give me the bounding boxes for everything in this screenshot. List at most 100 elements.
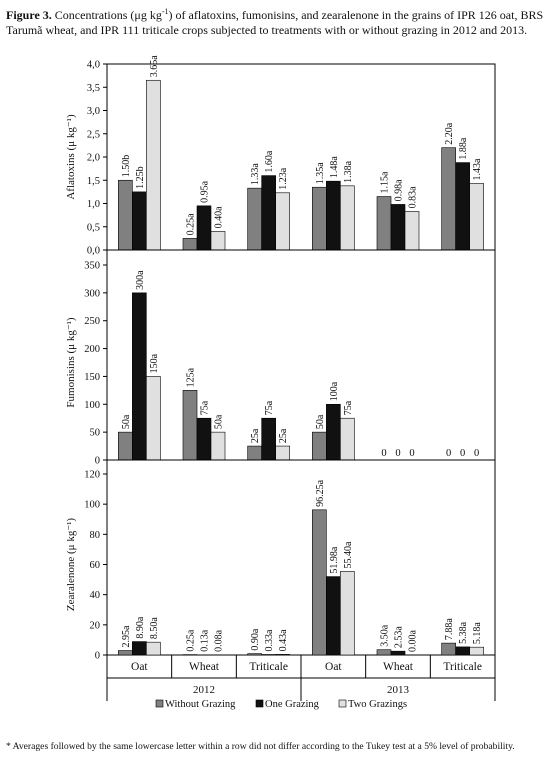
data-label: 3.65a [149, 55, 160, 78]
data-label: 0.40a [214, 206, 225, 229]
data-label: 0 [395, 448, 400, 459]
data-label: 3.50a [380, 624, 391, 647]
bar [455, 646, 470, 656]
data-label: 0.98a [394, 179, 405, 202]
legend-label: One Grazing [265, 699, 320, 710]
data-label: 1.35a [315, 162, 326, 185]
y-tick-label: 100 [84, 400, 100, 411]
bar [247, 653, 262, 656]
bar [132, 191, 147, 251]
data-label: 125a [186, 367, 197, 387]
y-axis-label: Zearalenone (μ kg⁻¹) [65, 518, 77, 612]
bar [247, 445, 262, 461]
data-label: 25a [250, 428, 261, 443]
category-label: Oat [325, 661, 342, 673]
category-label: Wheat [189, 661, 220, 673]
data-label: 0 [409, 448, 414, 459]
legend-label: Two Grazings [348, 699, 407, 710]
bar [275, 445, 290, 461]
data-label: 0.00a [408, 630, 419, 653]
data-label: 0.43a [278, 629, 289, 652]
bar [390, 204, 406, 251]
bar [196, 417, 212, 461]
bar [469, 646, 484, 656]
data-label: 0.08a [214, 629, 225, 652]
bar [441, 147, 456, 251]
data-label: 1.48a [329, 156, 340, 179]
data-label: 8.50a [149, 617, 160, 640]
bar [196, 205, 212, 251]
bar [312, 431, 327, 461]
data-label: 0.25a [186, 213, 197, 236]
data-label: 1.25b [135, 166, 146, 189]
bar [210, 231, 226, 251]
y-tick-label: 2,5 [87, 129, 100, 140]
y-tick-label: 80 [90, 530, 101, 541]
bar [441, 642, 456, 656]
footnote: * Averages followed by the same lowercas… [6, 741, 515, 752]
bar [275, 654, 290, 656]
legend-swatch [155, 699, 164, 708]
bar [182, 390, 198, 461]
data-label: 51.98a [329, 546, 340, 574]
data-label: 2.95a [121, 625, 132, 648]
year-label: 2013 [387, 684, 410, 696]
bar [275, 192, 290, 251]
y-tick-label: 4,0 [87, 60, 100, 71]
data-label: 75a [200, 400, 211, 415]
y-tick-label: 0 [95, 456, 100, 467]
y-tick-label: 60 [90, 560, 101, 571]
data-label: 2.20a [444, 122, 455, 145]
data-label: 75a [264, 400, 275, 415]
data-label: 150a [149, 353, 160, 373]
y-tick-label: 300 [84, 288, 100, 299]
y-tick-label: 0,5 [87, 222, 100, 233]
caption-text-after: ) of aflatoxins, fumonisins, and zearale… [6, 8, 544, 37]
caption-label: Figure 3. [6, 8, 52, 22]
category-label: Triticale [249, 661, 288, 673]
data-label: 1.43a [472, 158, 483, 181]
data-label: 1.38a [343, 160, 354, 183]
y-tick-label: 350 [84, 261, 100, 272]
bar [132, 292, 147, 461]
bar [182, 238, 198, 251]
y-tick-label: 120 [84, 470, 100, 481]
bar [340, 185, 355, 251]
bar [469, 183, 484, 251]
y-tick-label: 2,0 [87, 153, 100, 164]
bar [312, 509, 327, 656]
data-label: 0.90a [250, 628, 261, 651]
y-axis-label: Fumonisins (μ kg⁻¹) [65, 317, 77, 408]
y-tick-label: 40 [90, 590, 101, 601]
data-label: 1.60a [264, 150, 275, 173]
data-label: 0.25a [186, 629, 197, 652]
data-label: 0 [381, 448, 386, 459]
y-tick-label: 250 [84, 316, 100, 327]
y-tick-label: 100 [84, 500, 100, 511]
data-label: 2.53a [394, 626, 405, 649]
bar [326, 180, 341, 251]
y-tick-label: 150 [84, 372, 100, 383]
data-label: 8.90a [135, 616, 146, 639]
bar [326, 403, 341, 461]
y-axis-label: Aflatoxins (μ kg⁻¹) [65, 114, 77, 200]
data-label: 1.15a [380, 171, 391, 194]
bar [326, 576, 341, 656]
bar [146, 641, 161, 656]
data-label: 0 [474, 448, 479, 459]
caption-superscript: -1 [161, 7, 169, 16]
data-label: 0.95a [200, 180, 211, 203]
data-label: 100a [329, 381, 340, 401]
y-tick-label: 200 [84, 344, 100, 355]
data-label: 0.33a [264, 629, 275, 652]
figure-caption: Figure 3. Concentrations (μg kg-1) of af… [6, 4, 546, 38]
bar [312, 186, 327, 251]
data-label: 50a [121, 414, 132, 429]
caption-text-before: Concentrations (μg kg [51, 8, 162, 22]
y-tick-label: 0 [95, 651, 100, 662]
bar [376, 649, 392, 656]
bar [146, 79, 161, 251]
data-label: 96.25a [315, 479, 326, 507]
bar [455, 162, 470, 251]
data-label: 50a [315, 414, 326, 429]
